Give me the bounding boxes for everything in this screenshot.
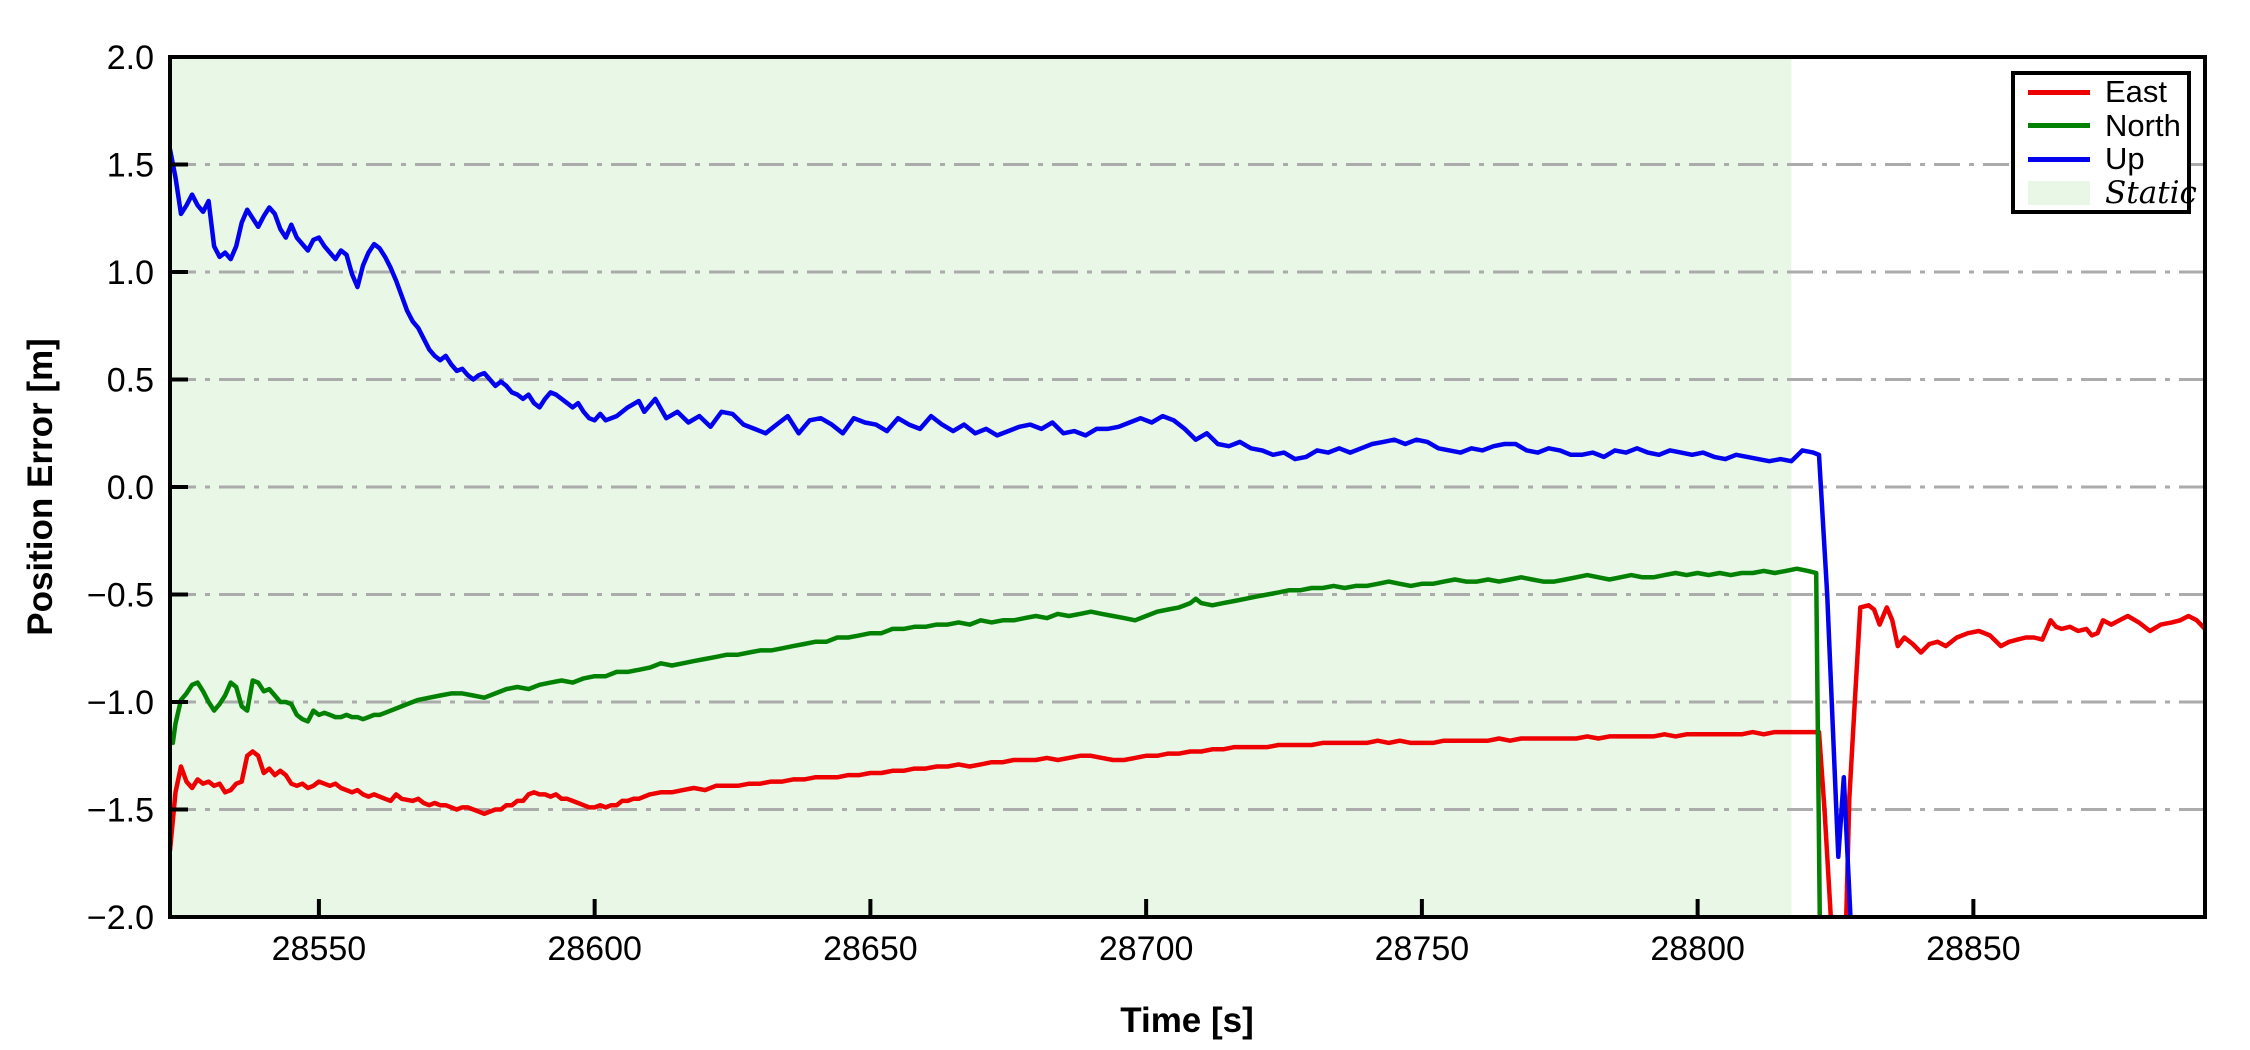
x-tick-label: 28550 [272, 930, 367, 968]
x-tick-label: 28850 [1926, 930, 2021, 968]
series-east-line [170, 603, 2205, 917]
static-patch-sample-icon [2028, 180, 2090, 205]
x-tick-label: 28650 [823, 930, 918, 968]
y-tick-label: −1.5 [87, 792, 154, 830]
legend-label-up: Up [2105, 141, 2145, 177]
x-tick-labels: 28550 28600 28650 28700 28750 28800 28850 [272, 930, 2021, 968]
y-tick-label: −1.0 [87, 684, 154, 722]
x-tick-label: 28800 [1650, 930, 1745, 968]
series-up-line [170, 147, 1853, 917]
up-line-sample-icon [2028, 156, 2090, 162]
y-tick-labels: 2.0 1.5 1.0 0.5 0.0 −0.5 −1.0 −1.5 −2.0 [87, 39, 154, 937]
east-line-sample-icon [2028, 89, 2090, 95]
y-tick-label: 2.0 [107, 39, 154, 77]
x-tick-label: 28600 [547, 930, 642, 968]
legend-label-north: North [2105, 107, 2181, 143]
gridlines [170, 163, 2205, 811]
legend-item-static: Static [2015, 177, 2197, 209]
x-tick-label: 28700 [1099, 930, 1194, 968]
y-tick-label: 1.0 [107, 254, 154, 292]
y-tick-label: 0.5 [107, 362, 154, 400]
north-line-sample-icon [2028, 123, 2090, 129]
legend-item-east: East [2015, 76, 2187, 108]
y-axis-label: Position Error [m] [21, 338, 60, 636]
y-tick-label: 0.0 [107, 469, 154, 507]
x-tick-label: 28750 [1375, 930, 1470, 968]
y-tick-label: −0.5 [87, 577, 154, 615]
x-axis-label: Time [s] [1120, 1001, 1254, 1040]
legend-item-north: North [2015, 107, 2187, 143]
series-north-line [170, 566, 1823, 917]
y-tick-label: 1.5 [107, 147, 154, 185]
legend-item-up: Up [2015, 143, 2187, 175]
legend-label-static: Static [2105, 174, 2197, 211]
legend-label-east: East [2105, 74, 2168, 110]
data-series [170, 147, 2205, 917]
axis-ticks [170, 55, 1976, 919]
y-tick-label: −2.0 [87, 899, 154, 937]
legend: East North Up Static [2011, 71, 2197, 214]
